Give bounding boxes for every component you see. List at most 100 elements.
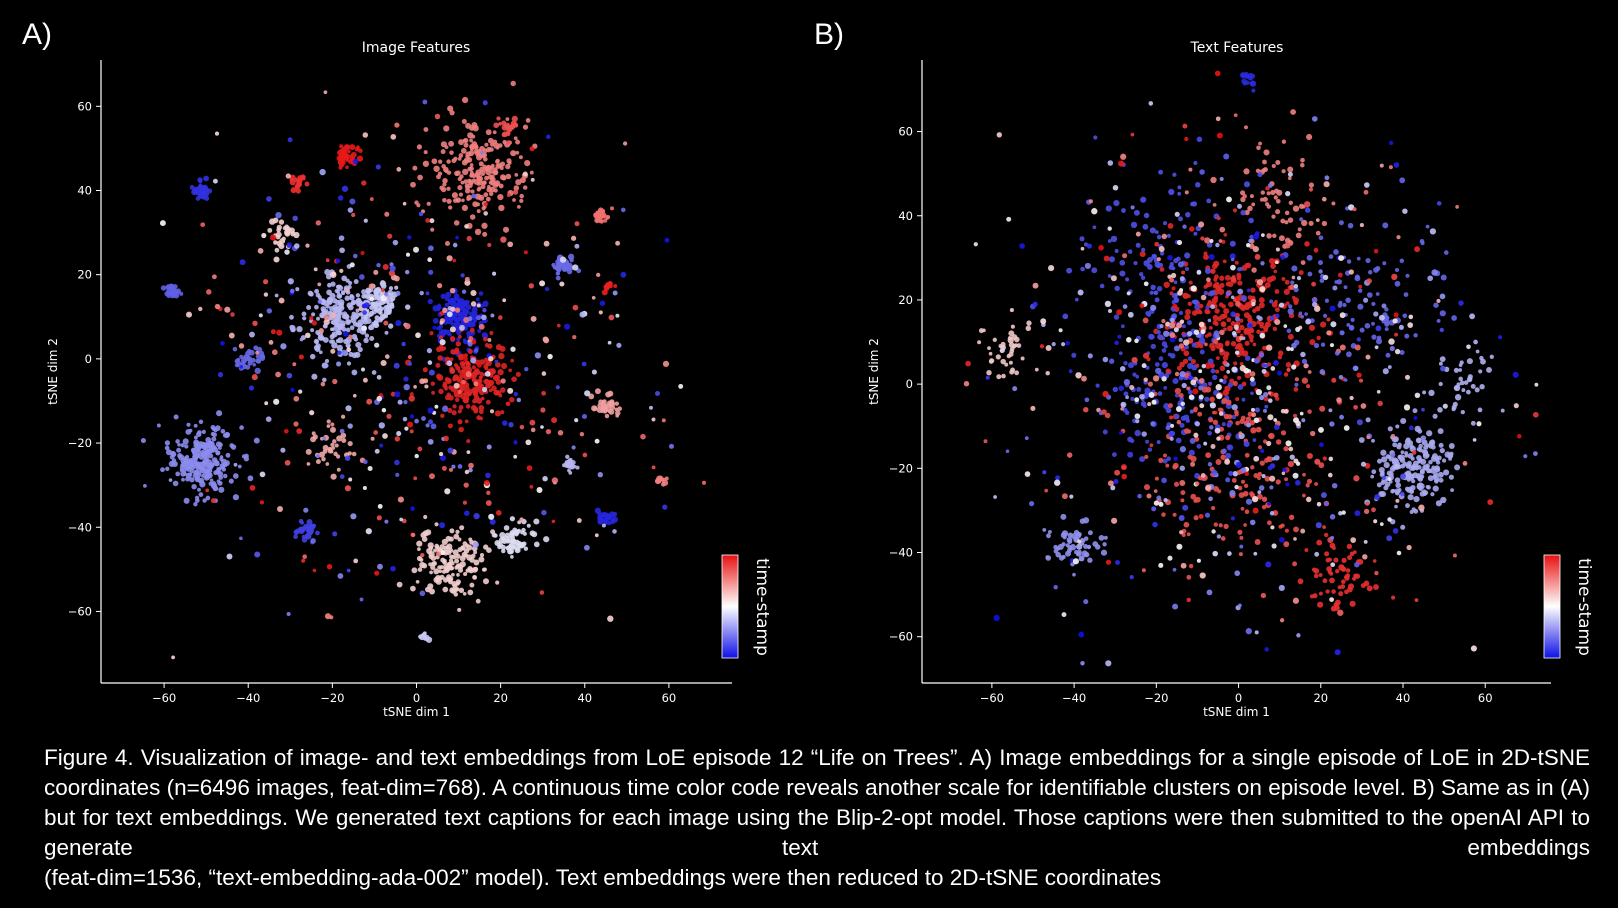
scatter-point — [1267, 391, 1272, 395]
scatter-point — [336, 361, 342, 367]
scatter-point — [1107, 239, 1112, 243]
scatter-point — [456, 573, 460, 577]
scatter-point — [1152, 375, 1160, 382]
scatter-point — [269, 218, 276, 225]
scatter-point — [1363, 508, 1370, 515]
scatter-point — [511, 376, 517, 383]
scatter-point — [1329, 343, 1335, 348]
scatter-point — [1338, 511, 1343, 516]
scatter-point — [239, 259, 246, 266]
scatter-point — [1107, 274, 1112, 278]
scatter-point — [1068, 369, 1073, 374]
scatter-point — [1253, 551, 1258, 556]
scatter-point — [597, 472, 603, 478]
scatter-point — [1185, 309, 1191, 315]
scatter-point — [1421, 407, 1425, 412]
scatter-point — [551, 477, 559, 484]
scatter-point — [1313, 247, 1319, 253]
scatter-point — [290, 325, 296, 330]
scatter-point — [569, 257, 574, 263]
scatter-point — [304, 181, 310, 187]
scatter-point — [488, 191, 494, 197]
scatter-point — [373, 269, 379, 275]
scatter-point — [494, 374, 500, 381]
scatter-point — [1308, 182, 1314, 188]
scatter-point — [451, 298, 455, 302]
scatter-point — [455, 365, 461, 371]
scatter-point — [509, 531, 516, 538]
scatter-point — [1266, 385, 1272, 391]
scatter-point — [1212, 374, 1218, 380]
scatter-point — [374, 448, 380, 454]
scatter-point — [1149, 443, 1154, 448]
scatter-point — [292, 215, 298, 222]
scatter-point — [205, 488, 210, 493]
scatter-point — [349, 198, 356, 205]
scatter-point — [452, 404, 457, 409]
scatter-point — [1366, 278, 1372, 284]
scatter-point — [441, 164, 446, 169]
scatter-point — [598, 520, 603, 525]
scatter-point — [384, 211, 390, 217]
scatter-point — [1384, 307, 1389, 312]
scatter-point — [1104, 412, 1111, 419]
scatter-point — [1215, 384, 1222, 391]
scatter-point — [1084, 262, 1091, 269]
scatter-point — [555, 271, 560, 276]
scatter-point — [1130, 132, 1135, 137]
scatter-point — [1173, 456, 1178, 462]
scatter-point — [597, 515, 603, 521]
scatter-point — [461, 96, 469, 104]
scatter-point — [452, 374, 460, 381]
scatter-point — [473, 348, 479, 353]
scatter-point — [330, 271, 337, 278]
scatter-point — [1308, 220, 1314, 226]
y-tick-label: −40 — [68, 520, 92, 534]
scatter-point — [1332, 285, 1338, 291]
scatter-point — [1386, 470, 1392, 476]
scatter-point — [1286, 328, 1292, 334]
x-tick-label: −40 — [236, 691, 260, 705]
scatter-point — [423, 514, 428, 520]
scatter-point — [1375, 292, 1380, 296]
scatter-point — [1287, 333, 1294, 340]
scatter-point — [1387, 426, 1393, 432]
scatter-point — [432, 325, 437, 330]
scatter-point — [1308, 324, 1316, 331]
scatter-point — [1257, 471, 1263, 477]
scatter-point — [1196, 444, 1202, 449]
scatter-point — [1141, 431, 1147, 437]
scatter-point — [1258, 321, 1265, 327]
scatter-point — [525, 118, 531, 123]
scatter-point — [1295, 326, 1301, 332]
scatter-point — [1269, 475, 1276, 482]
scatter-point — [540, 407, 546, 413]
scatter-point — [1274, 307, 1280, 313]
scatter-point — [454, 587, 459, 592]
scatter-point — [1267, 465, 1273, 471]
scatter-point — [1489, 354, 1494, 359]
x-tick-label: 20 — [493, 691, 508, 705]
scatter-point — [482, 148, 488, 154]
scatter-point — [1219, 275, 1225, 281]
scatter-point — [1161, 477, 1167, 484]
scatter-point — [482, 156, 488, 162]
scatter-point — [402, 416, 408, 422]
scatter-point — [1178, 392, 1184, 399]
scatter-point — [1429, 439, 1436, 446]
scatter-point — [1248, 238, 1253, 243]
scatter-point — [551, 417, 558, 424]
scatter-point — [458, 426, 464, 433]
scatter-point — [651, 417, 656, 422]
x-tick-label: 0 — [413, 691, 420, 705]
scatter-point — [1107, 308, 1113, 314]
scatter-point — [1480, 358, 1486, 365]
scatter-point — [1357, 303, 1364, 310]
scatter-point — [1324, 551, 1330, 557]
scatter-point — [412, 165, 418, 171]
scatter-point — [1358, 288, 1363, 293]
scatter-point — [1440, 496, 1447, 504]
scatter-point — [449, 326, 456, 333]
scatter-point — [1132, 372, 1137, 377]
scatter-point — [373, 306, 380, 313]
